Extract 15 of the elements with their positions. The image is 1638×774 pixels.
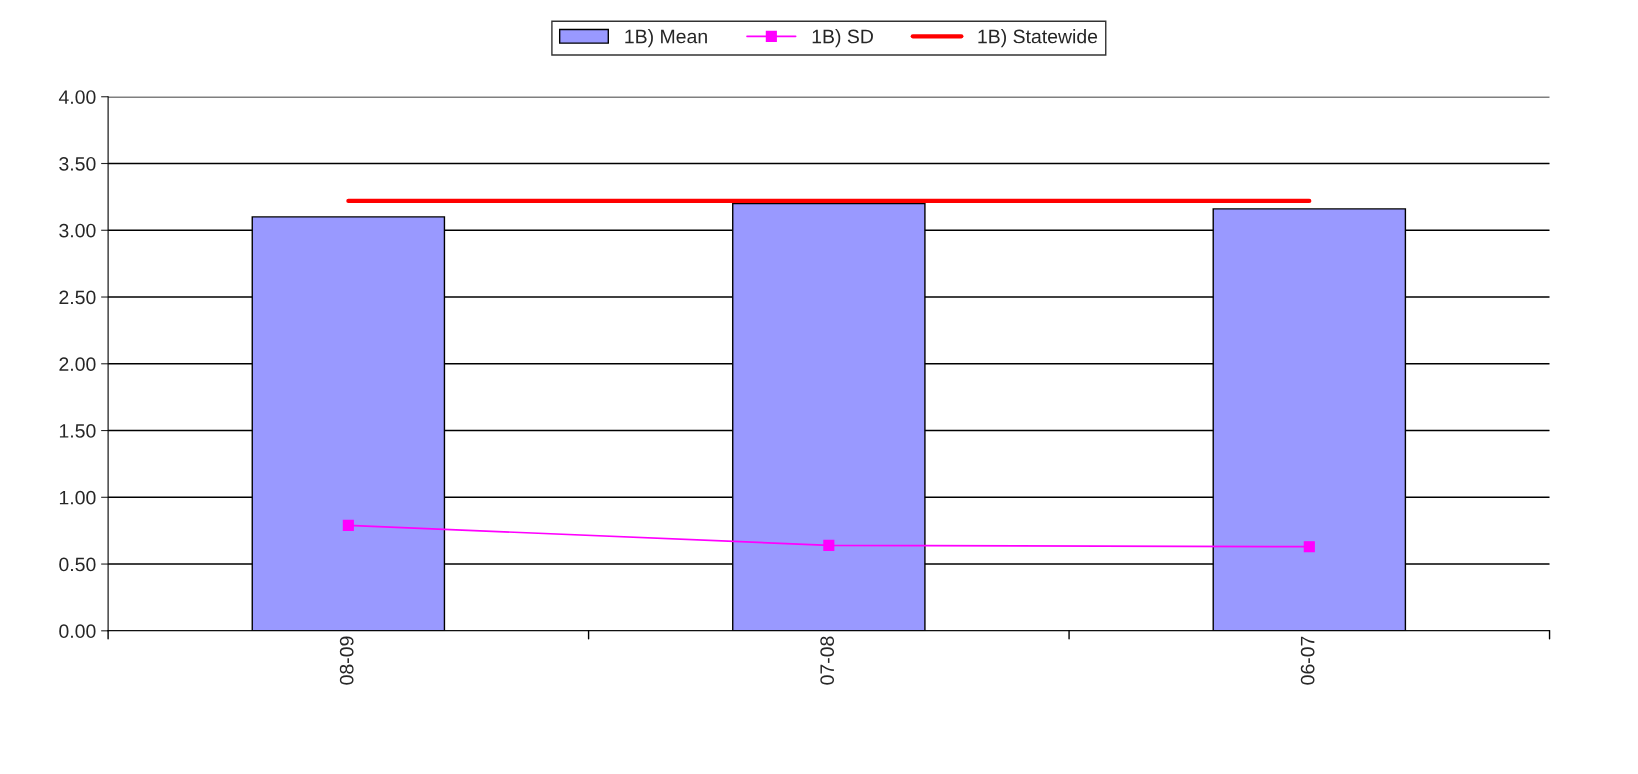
y-tick-label: 3.00 — [59, 223, 96, 238]
y-tick-label: 0.00 — [59, 624, 96, 639]
y-tick-label: 1.50 — [59, 424, 96, 438]
legend-label: 1B) Statewide — [978, 29, 1098, 48]
x-tick-label: 07-08 — [820, 636, 835, 685]
y-tick-label: 2.50 — [59, 290, 96, 305]
y-tick-label: 0.50 — [59, 557, 96, 572]
legend-label: 1B) SD — [812, 29, 873, 48]
y-tick-label: 2.00 — [59, 357, 96, 372]
x-tick-label: 06-07 — [1300, 636, 1315, 685]
y-tick-label: 4.00 — [58, 90, 96, 104]
legend-label: 1B) Mean — [625, 29, 707, 48]
x-tick-label: 08-09 — [339, 636, 354, 685]
y-tick-label: 3.50 — [59, 156, 96, 171]
y-tick-label: 1.00 — [59, 490, 96, 505]
